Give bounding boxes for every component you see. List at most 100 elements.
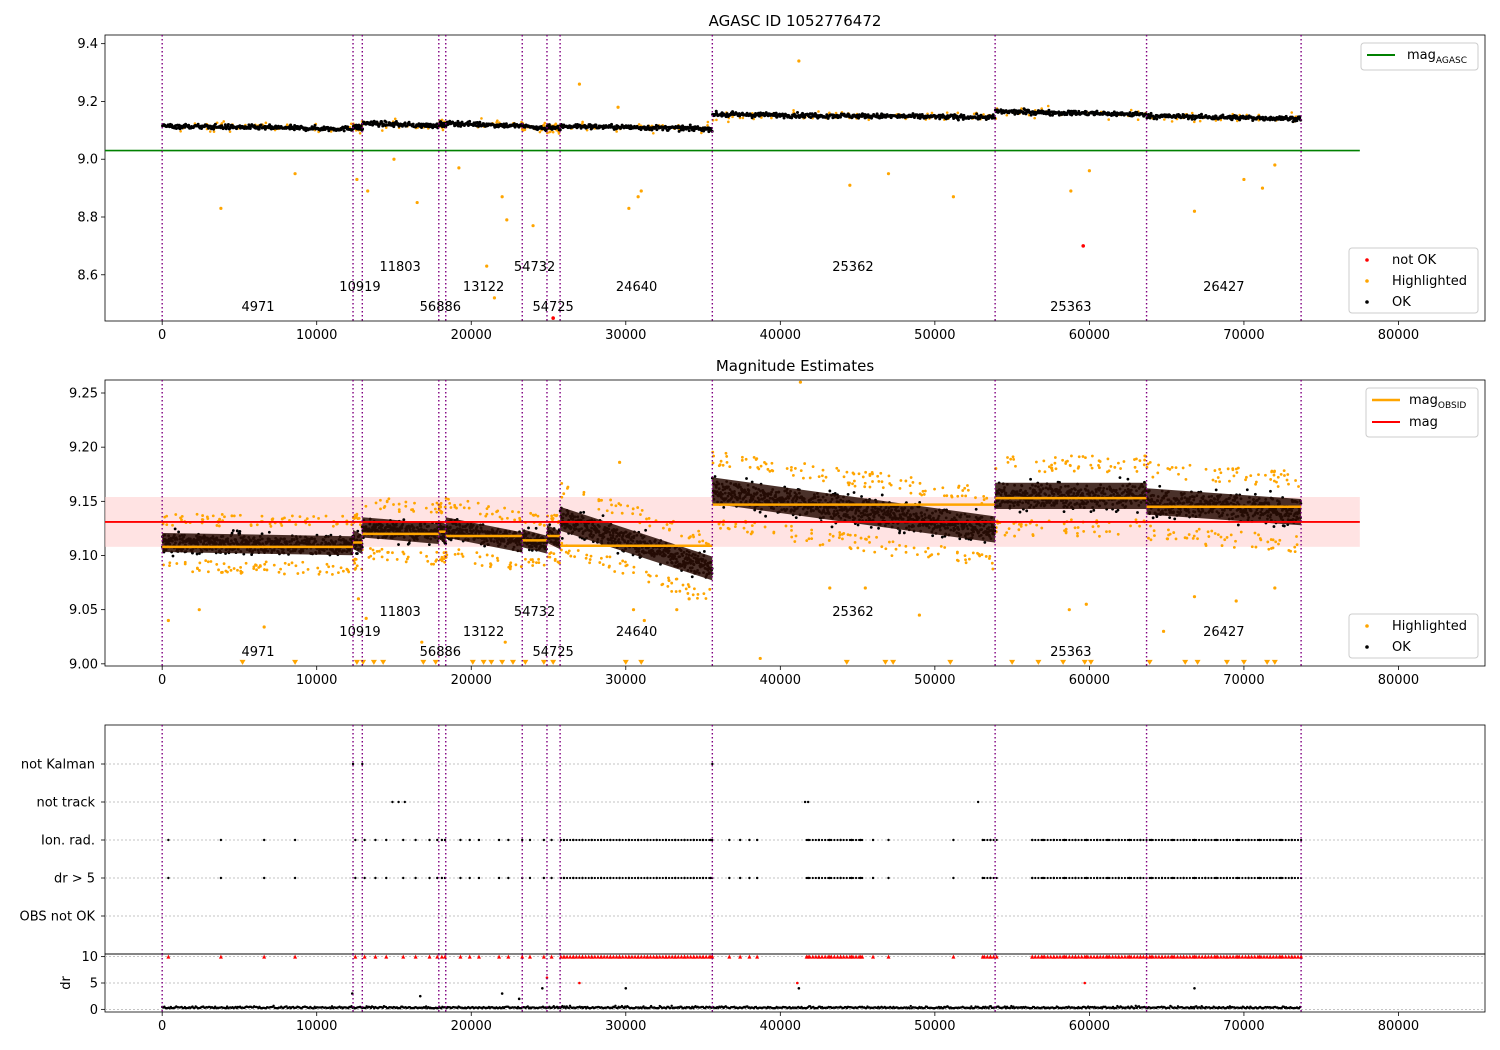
ok-point [1190,117,1194,121]
ok-point [187,123,191,127]
highlighted-point [1106,457,1110,461]
highlighted-point [429,510,433,514]
highlighted-point [1153,534,1156,538]
highlighted-point [496,559,500,562]
highlighted-point [704,597,708,600]
highlighted-point [867,118,871,122]
highlighted-point [666,585,670,588]
highlighted-point [218,517,221,521]
highlighted-point [1231,467,1235,471]
ok-point [1155,117,1159,121]
highlighted-point [961,489,965,492]
highlighted-point [1216,476,1220,479]
highlighted-point [1257,473,1260,476]
highlighted-point [560,495,564,499]
highlighted-point [608,555,612,559]
highlighted-point [371,548,375,552]
highlighted-point [265,568,269,572]
highlighted-point [215,563,219,566]
highlighted-point [506,516,509,520]
ok-point [796,110,800,114]
highlighted-point [607,565,611,569]
highlighted-point [500,517,504,521]
ok-point [456,124,460,128]
highlighted-point [385,500,389,504]
highlighted-point [1149,538,1153,542]
highlighted-point [1190,111,1194,115]
highlighted-point [222,120,226,123]
highlighted-point [230,514,234,518]
highlighted-point [939,544,943,548]
highlighted-point [740,458,744,462]
highlighted-point [1040,107,1043,110]
highlighted-point [605,555,609,559]
highlighted-point [1229,533,1233,537]
highlighted-point [1272,470,1276,474]
highlighted-point [632,571,635,575]
ok-point [794,516,798,520]
ok-point [231,529,235,532]
highlighted-point [966,484,969,487]
highlighted-point [645,517,648,521]
ok-point [407,541,411,545]
highlighted-point [922,493,926,496]
highlighted-outlier [485,264,489,268]
highlighted-point [928,554,932,558]
highlighted-point [359,523,362,526]
highlighted-point [260,514,264,518]
highlighted-point [236,568,239,572]
highlighted-point [674,577,678,581]
highlighted-point [349,122,353,126]
highlighted-point [552,552,556,555]
highlighted-point [750,530,754,534]
ok-point [956,118,960,122]
highlighted-point [904,544,908,548]
highlighted-point [339,566,343,570]
highlighted-point [799,469,803,472]
highlighted-point [222,562,226,566]
highlighted-point [701,539,705,543]
highlighted-point [1279,472,1283,476]
highlighted-point [1068,463,1072,467]
highlighted-point [724,451,728,455]
highlighted-point [1109,465,1113,468]
highlighted-point [249,523,253,527]
highlighted-point [670,581,674,585]
highlighted-point [807,537,811,541]
highlighted-point [974,496,977,500]
highlighted-point [661,526,665,530]
highlighted-point [374,501,378,505]
highlighted-point [538,130,542,134]
highlighted-point [480,564,484,567]
highlighted-point [648,524,652,528]
highlighted-point [511,510,514,513]
highlighted-point [1168,467,1172,471]
highlighted-point [856,546,860,550]
highlighted-point [1073,526,1077,530]
highlighted-point [1254,480,1258,484]
highlighted-point [1283,474,1286,477]
highlighted-point [605,509,609,513]
highlighted-point [963,486,967,490]
highlighted-point [404,500,408,504]
highlighted-point [290,561,294,565]
highlighted-point [727,120,730,124]
highlighted-point [842,475,846,479]
highlighted-point [887,474,891,478]
obsid-label: 10919 [339,280,380,295]
highlighted-point [529,511,533,515]
highlighted-point [772,531,776,535]
highlighted-point [1197,527,1201,531]
highlighted-point [873,550,877,554]
highlighted-point [1293,545,1297,549]
highlighted-point [1290,111,1294,114]
highlighted-point [491,554,494,558]
highlighted-point [1172,531,1176,534]
highlighted-point [467,506,471,510]
ok-point [407,120,411,124]
ok-point [688,123,692,127]
highlighted-outlier [355,177,359,182]
highlighted-point [1239,530,1243,534]
highlighted-point [904,550,908,554]
